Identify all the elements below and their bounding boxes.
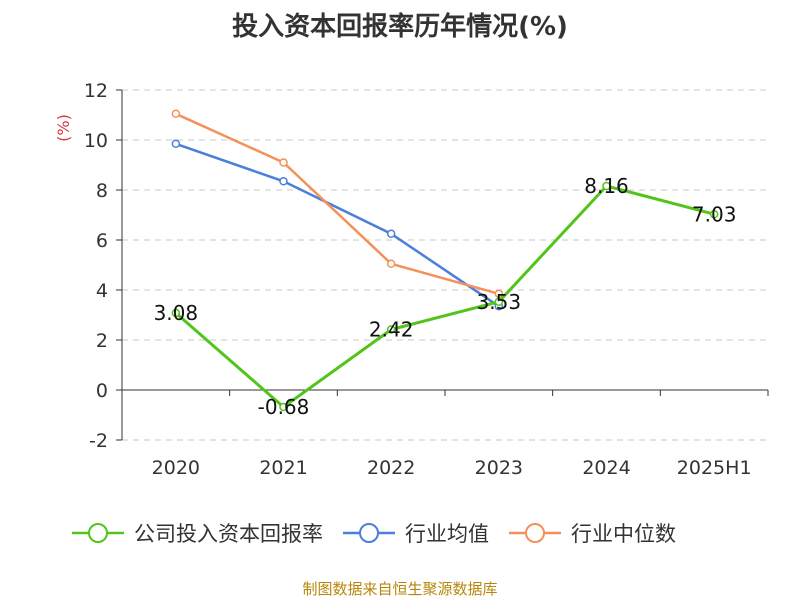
x-tick-label: 2021: [259, 457, 307, 479]
data-point: [279, 402, 288, 412]
data-point: [279, 158, 288, 167]
x-tick-label: 2022: [367, 457, 415, 479]
data-point: [709, 210, 719, 219]
series-line-2: [175, 112, 500, 296]
y-tick-label: 12: [84, 80, 108, 102]
series-line-1: [175, 142, 500, 308]
legend-marker-icon: [72, 523, 124, 543]
data-point: [602, 181, 611, 191]
legend-label: 行业中位数: [571, 522, 676, 546]
y-tick-label: 4: [96, 280, 108, 302]
legend-marker-icon: [343, 523, 395, 543]
data-point: [386, 325, 396, 334]
data-point: [171, 308, 181, 318]
data-labels: 3.08 -0.68 2.42 3.53 8.16 7.03: [154, 174, 737, 419]
legend-item[interactable]: 行业均值: [341, 518, 489, 548]
legend: 公司投入资本回报率 行业均值 行业中位数: [70, 518, 750, 548]
y-tick-label: 6: [96, 230, 108, 252]
data-label: 2.42: [369, 318, 414, 342]
x-tick-label: 2024: [582, 457, 630, 479]
chart-title: 投入资本回报率历年情况(%): [232, 12, 568, 42]
series-lines: [171, 109, 719, 412]
data-label: -0.68: [258, 395, 310, 419]
x-tick-label: 2025H1: [677, 457, 752, 479]
series-line-0: [174, 184, 715, 409]
data-point: [171, 139, 181, 148]
y-tick-label: 10: [84, 130, 108, 152]
legend-label: 公司投入资本回报率: [134, 522, 323, 546]
y-tick-label: 8: [96, 180, 108, 202]
data-point: [494, 289, 504, 298]
grid-lines: [122, 89, 768, 441]
y-axis-title: (%): [54, 114, 73, 142]
axes: -2 0 2 4 6 8 10 12 2020 2021 2022 2023 2024 2025H1 (%): [54, 80, 769, 479]
legend-marker-icon: [509, 523, 561, 543]
y-tick-label: 0: [96, 380, 108, 402]
legend-label: 行业均值: [405, 522, 489, 546]
x-tick-label: 2023: [475, 457, 523, 479]
y-tick-label: 2: [96, 330, 108, 352]
data-point: [386, 259, 396, 268]
source-note: 制图数据来自恒生聚源数据库: [302, 580, 498, 598]
data-point: [171, 109, 181, 118]
legend-item[interactable]: 行业中位数: [507, 518, 676, 548]
x-tick-label: 2020: [152, 457, 200, 479]
data-point: [494, 297, 504, 306]
y-tick-label: -2: [89, 430, 108, 452]
data-label: 8.16: [584, 174, 629, 198]
data-label: 3.53: [477, 290, 522, 314]
data-label: 3.08: [154, 301, 199, 325]
legend-item[interactable]: 公司投入资本回报率: [70, 518, 323, 548]
data-point: [279, 177, 288, 186]
data-label: 7.03: [692, 202, 737, 226]
data-point: [386, 229, 396, 238]
